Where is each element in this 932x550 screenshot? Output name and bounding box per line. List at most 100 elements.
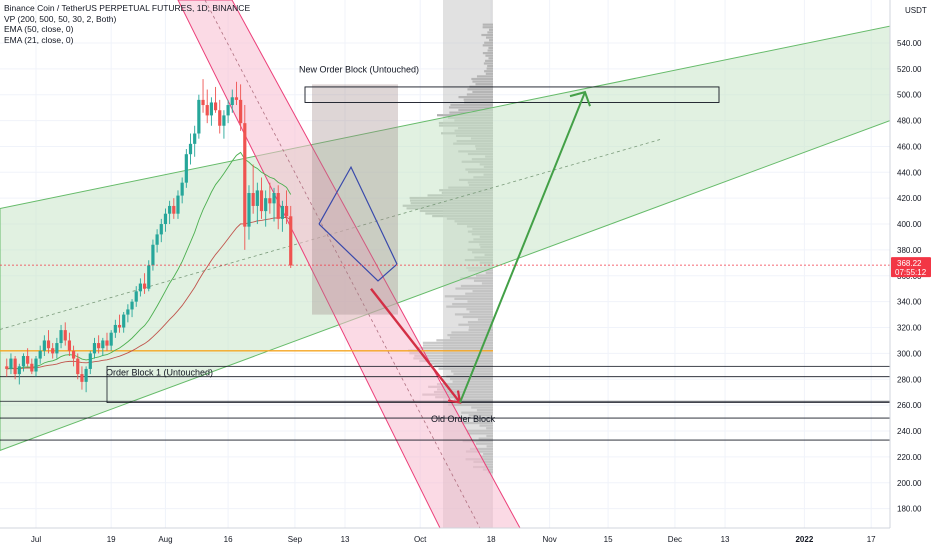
y-tick-label: 320.00: [897, 324, 922, 333]
price-badge: 368.22 07:55:12: [891, 257, 931, 278]
x-axis[interactable]: Jul 19 Aug 16 Sep 13 Oct 18 Nov 15 Dec 13 2022 17: [0, 527, 932, 550]
order-block-1-label: Order Block 1 (Untouched): [106, 367, 213, 377]
volume-profile-bar: [485, 54, 493, 57]
candle-body: [259, 190, 264, 212]
candle-body: [88, 353, 92, 369]
x-tick-label: Oct: [414, 535, 427, 544]
candle-body: [138, 283, 142, 292]
x-tick-label: 13: [341, 535, 350, 544]
volume-profile-bar: [452, 380, 493, 383]
candle-body: [172, 205, 176, 214]
volume-profile-bar: [472, 80, 493, 83]
price-badge-value: 368.22: [897, 259, 922, 268]
volume-profile-bar: [436, 383, 493, 386]
y-tick-label: 180.00: [897, 505, 922, 514]
x-tick-label: 16: [224, 535, 233, 544]
volume-profile-bar: [466, 429, 493, 432]
candle-body: [243, 123, 247, 227]
old-order-block-label: Old Order Block: [431, 414, 496, 424]
wedge-lower-line: [318, 223, 398, 282]
volume-profile-bar: [476, 75, 493, 78]
volume-profile-bar: [452, 302, 493, 306]
candle-body: [184, 154, 188, 183]
candle-body: [247, 193, 251, 227]
x-tick-label: 15: [604, 535, 613, 544]
volume-profile-bar: [486, 67, 493, 70]
candle-body: [230, 97, 234, 106]
candle-body: [76, 358, 80, 375]
y-tick-label: 460.00: [897, 142, 922, 151]
candle-body: [13, 358, 17, 375]
volume-profile-bar: [454, 398, 493, 401]
y-tick-label: 340.00: [897, 298, 922, 307]
volume-profile-bar: [489, 28, 493, 31]
volume-profile-bar: [438, 367, 493, 370]
y-tick-label: 220.00: [897, 453, 922, 462]
volume-profile-bar: [484, 463, 493, 466]
candle-body: [264, 198, 268, 212]
volume-profile-bar: [462, 315, 493, 319]
volume-profile-bar: [418, 346, 493, 350]
indicator-ema50[interactable]: EMA (50, close, 0): [4, 24, 74, 34]
volume-profile-bar: [436, 339, 493, 342]
volume-profile-bar: [449, 336, 493, 339]
indicator-vp[interactable]: VP (200, 500, 50, 30, 2, Both): [4, 13, 117, 24]
symbol-title[interactable]: Binance Coin / TetherUS PERPETUAL FUTURE…: [4, 3, 251, 13]
horizontal-levels: [0, 350, 890, 441]
highlighted-zone: [312, 84, 398, 315]
candle-body: [180, 182, 184, 196]
candle-body: [130, 301, 134, 310]
volume-profile-bar: [428, 385, 493, 388]
candle-body: [71, 350, 76, 359]
indicator-ema21[interactable]: EMA (21, close, 0): [4, 34, 74, 45]
volume-profile-bar: [488, 46, 493, 50]
y-tick-label: 380.00: [897, 246, 922, 255]
volume-profile-bar: [489, 39, 493, 42]
candle-body: [5, 366, 9, 369]
candle-body: [255, 190, 259, 206]
volume-profile-bar: [472, 290, 493, 293]
candle-body: [289, 216, 293, 266]
volume-profile-bar: [462, 440, 493, 443]
x-tick-label: Dec: [668, 535, 682, 544]
volume-profile-bar: [478, 437, 493, 440]
volume-profile-bar: [483, 62, 493, 65]
volume-profile-bar: [413, 357, 493, 360]
candle-body: [134, 291, 138, 302]
volume-profile-bar: [447, 333, 493, 337]
volume-profile-bar: [487, 31, 493, 34]
volume-profile-bar: [450, 377, 493, 381]
volume-profile-bar: [487, 64, 493, 68]
volume-profile-bar: [467, 300, 493, 303]
volume-profile-bar: [465, 450, 493, 453]
candle-body: [272, 193, 276, 204]
volume-profile-bar: [448, 106, 493, 109]
candle-body: [197, 99, 201, 134]
x-tick-label: 13: [721, 535, 730, 544]
volume-profile-bar: [431, 362, 493, 365]
volume-profile-bar: [486, 427, 493, 430]
volume-profile-bar: [419, 359, 493, 363]
y-tick-label: 540.00: [897, 39, 922, 48]
new-order-block-label: New Order Block (Untouched): [299, 65, 419, 75]
y-tick-label: 400.00: [897, 220, 922, 229]
volume-profile-bar: [460, 277, 493, 280]
candle-body: [176, 195, 180, 214]
x-tick-label: Nov: [543, 535, 557, 544]
volume-profile-bar: [486, 445, 493, 448]
volume-profile-bar: [485, 72, 493, 75]
candle-body: [284, 205, 289, 217]
volume-profile-bar: [472, 90, 493, 94]
y-tick-label: 280.00: [897, 375, 922, 384]
volume-profile-bar: [467, 432, 493, 435]
candle-body: [218, 110, 222, 126]
red-projection-arrow: [370, 287, 461, 404]
candle-body: [55, 343, 59, 354]
volume-profile-bar: [482, 26, 493, 29]
volume-profile-bar: [460, 284, 493, 288]
x-tick-label: 19: [107, 535, 116, 544]
candle-body: [38, 350, 42, 359]
volume-profile-bar: [422, 344, 493, 347]
volume-profile-bar: [458, 323, 493, 326]
